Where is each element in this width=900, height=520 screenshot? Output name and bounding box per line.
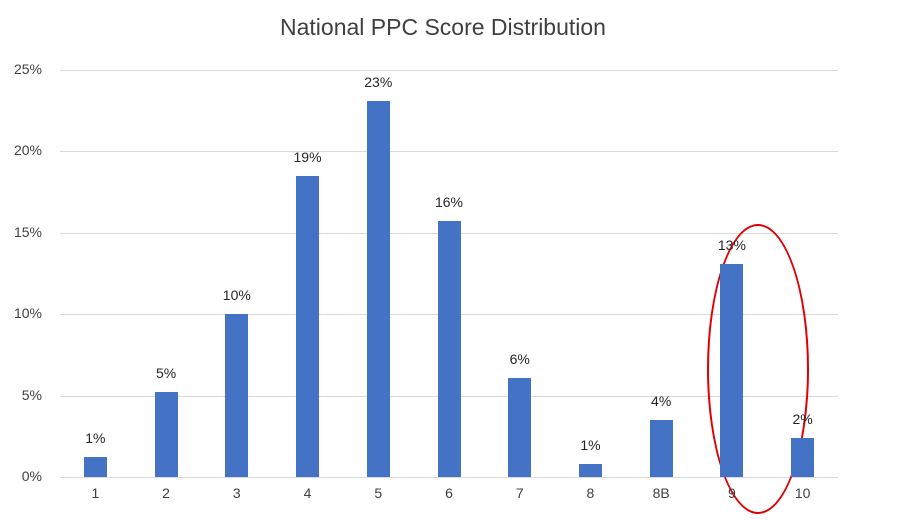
data-label: 4% — [651, 393, 672, 410]
data-label: 6% — [509, 350, 530, 367]
x-tick-label: 2 — [162, 485, 170, 501]
data-label: 23% — [364, 73, 393, 90]
x-tick-label: 1 — [91, 485, 100, 501]
gridline — [60, 477, 838, 478]
bar-3 — [225, 314, 249, 477]
data-label: 5% — [155, 365, 177, 382]
bar-2 — [154, 392, 178, 477]
bar-5 — [366, 100, 390, 477]
x-tick-label: 6 — [445, 485, 453, 501]
data-label: 13% — [717, 236, 746, 253]
gridline — [60, 151, 838, 153]
x-tick-label: 4 — [303, 485, 312, 501]
bar-7 — [508, 377, 532, 477]
bar-10 — [791, 437, 815, 477]
bar-4 — [296, 175, 320, 477]
x-tick-label: 8B — [652, 485, 670, 501]
y-tick-label: 25% — [13, 61, 42, 77]
x-tick-label: 7 — [515, 485, 524, 501]
bar-8B — [649, 420, 673, 477]
data-label: 1% — [85, 430, 106, 447]
y-tick-label: 5% — [21, 386, 42, 403]
data-label: 2% — [792, 410, 813, 427]
highlight-ellipse — [707, 224, 809, 514]
bar-1 — [83, 457, 107, 477]
bar-8 — [578, 463, 602, 477]
data-label: 19% — [293, 148, 322, 165]
data-label: 10% — [222, 287, 251, 304]
chart-title: National PPC Score Distribution — [280, 14, 606, 40]
x-tick-label: 9 — [728, 485, 736, 501]
data-label: 1% — [580, 436, 601, 453]
bar-6 — [437, 221, 461, 477]
y-tick-label: 15% — [13, 223, 42, 240]
x-tick-label: 5 — [374, 485, 383, 501]
gridline — [60, 70, 838, 71]
x-tick-label: 3 — [232, 485, 241, 501]
data-label: 16% — [434, 194, 464, 211]
y-tick-label: 0% — [21, 468, 42, 484]
y-tick-label: 10% — [13, 305, 42, 322]
x-tick-label: 8 — [586, 485, 595, 501]
y-tick-label: 20% — [13, 142, 42, 159]
bar-9 — [720, 263, 744, 477]
x-tick-label: 10 — [794, 485, 811, 501]
